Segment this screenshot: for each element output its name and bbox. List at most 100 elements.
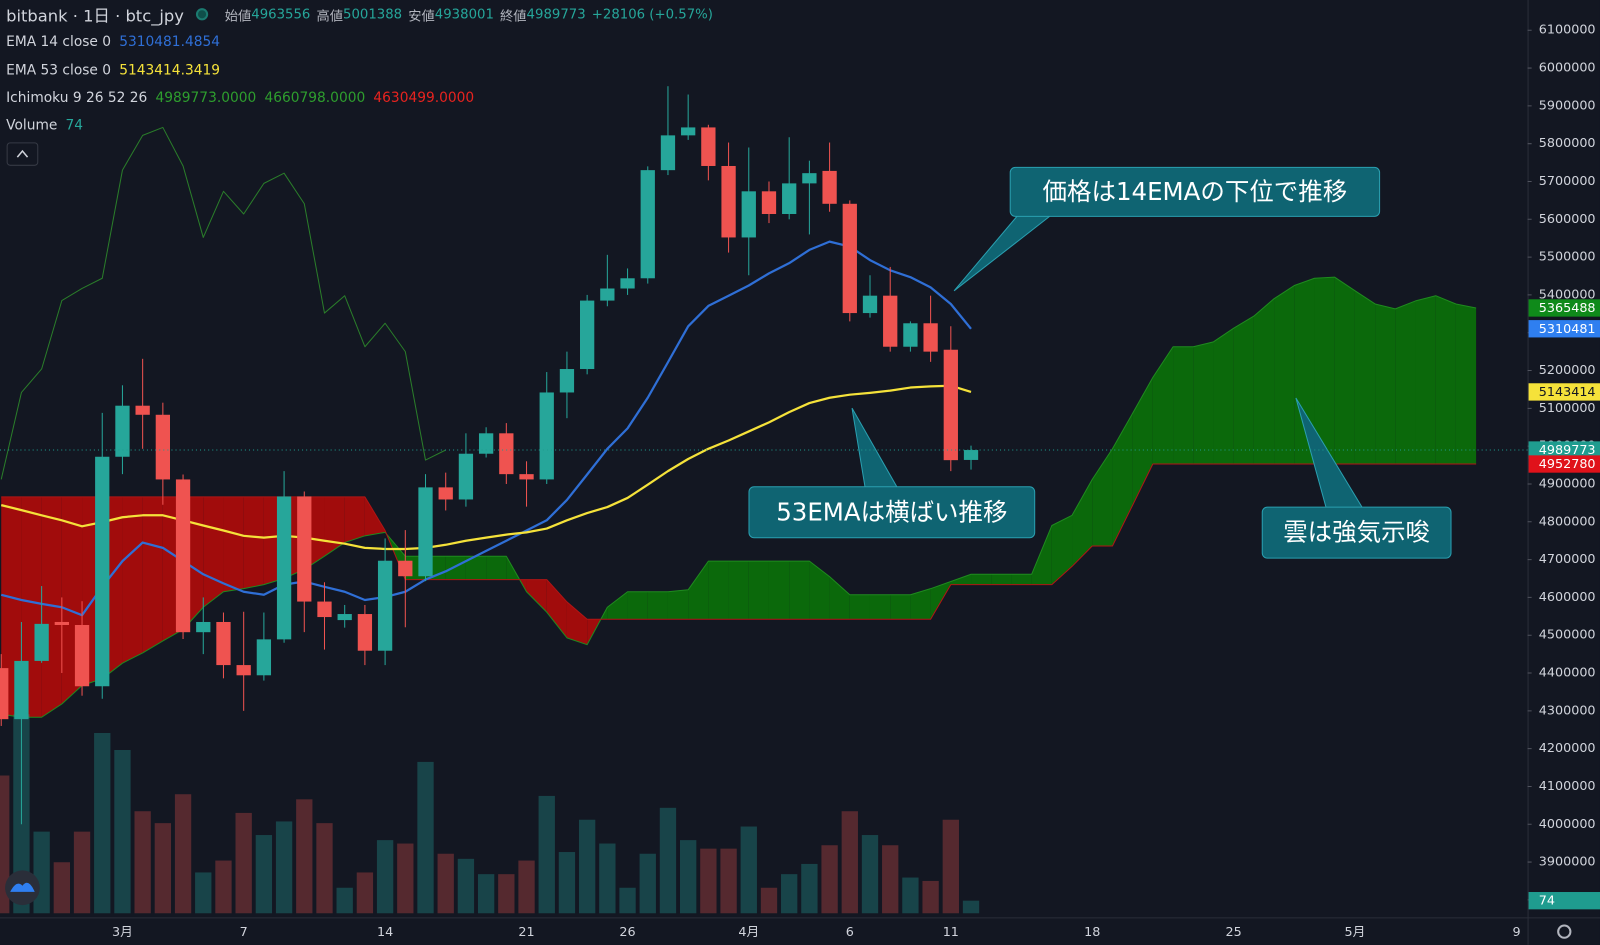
candle-body (14, 660, 29, 720)
price-tag-label: 4989773 (1539, 443, 1596, 458)
cloud-segment (1375, 303, 1396, 465)
cloud-segment (1354, 290, 1376, 465)
candle-body (337, 614, 352, 621)
ema-line (0, 384, 972, 551)
x-tick-label: 4月 (738, 925, 759, 940)
candle-body (418, 487, 433, 577)
candle-body (54, 621, 69, 626)
cloud-segment (950, 574, 972, 585)
symbol-title: bitbank · 1日 · btc_jpy (6, 6, 184, 26)
ohlc-label: 安値 (408, 8, 435, 24)
cloud-segment (1011, 574, 1032, 585)
cloud-segment (667, 589, 689, 620)
cloud-segment (829, 576, 850, 620)
volume-bar (296, 799, 313, 914)
candle-body (115, 405, 130, 457)
settings-icon[interactable] (1557, 924, 1572, 939)
cloud-segment (607, 591, 628, 620)
legend-value: 4989773.0000 (155, 89, 257, 107)
volume-bar (861, 835, 879, 914)
volume-bar (417, 761, 434, 914)
volume-bar (659, 807, 677, 914)
candle-body (458, 453, 474, 500)
candle-body (660, 135, 676, 171)
y-tick-label: 6100000 (1539, 23, 1596, 38)
candle-body (721, 165, 736, 238)
volume-bar (720, 848, 737, 914)
candle-body (761, 191, 777, 215)
cloud-segment (890, 594, 911, 620)
axis-layer: 3800000390000040000004100000420000043000… (0, 23, 1600, 940)
x-tick-label: 18 (1084, 925, 1100, 940)
cloud-segment (708, 561, 729, 620)
candle-body (640, 170, 655, 279)
y-tick-label: 4700000 (1539, 552, 1596, 567)
volume-bar (376, 840, 394, 914)
volume-bar (316, 823, 333, 914)
callout-text: 価格は14EMAの下位で推移 (1043, 177, 1348, 206)
cloud-segment (1051, 515, 1073, 585)
cloud-segment (1233, 316, 1254, 465)
legend-value: 74 (65, 117, 84, 134)
candle-body (681, 127, 696, 136)
y-tick-label: 3900000 (1539, 855, 1596, 870)
price-tag-label: 5143414 (1539, 385, 1596, 400)
legend-name: Ichimoku 9 26 52 26 (6, 89, 148, 107)
cloud-segment (1314, 277, 1335, 465)
x-tick-label: 9 (1512, 925, 1520, 940)
cloud-segment (1193, 341, 1214, 465)
y-tick-label: 5600000 (1539, 212, 1596, 227)
volume-bar (336, 887, 353, 914)
volume-bar (821, 845, 838, 914)
cloud-segment (1435, 295, 1456, 465)
header: bitbank · 1日 · btc_jpy 始値 4963556 高値 500138… (6, 2, 713, 26)
volume-bar (538, 795, 555, 914)
ohlc-label: 終値 (500, 8, 527, 24)
volume-bar (235, 812, 252, 914)
candle-body (802, 173, 817, 184)
cloud-segment (768, 561, 790, 620)
volume-bar (33, 831, 50, 914)
volume-bar (558, 852, 576, 914)
candle-body (175, 479, 191, 633)
volume-bar (73, 831, 91, 914)
volume-layer (0, 714, 980, 914)
y-tick-label: 6000000 (1539, 61, 1596, 76)
volume-bar (922, 880, 939, 914)
cloud-segment (647, 591, 668, 620)
x-tick-label: 6 (846, 925, 854, 940)
cloud-segment (142, 496, 163, 653)
collapse-button[interactable] (6, 142, 39, 166)
cloud-segment (971, 574, 992, 585)
volume-bar (134, 811, 151, 914)
candle-body (782, 183, 797, 215)
y-tick-label: 4800000 (1539, 514, 1596, 529)
volume-bar (477, 874, 495, 914)
volume-bar (599, 843, 616, 914)
cloud-segment (364, 496, 386, 536)
candle-body (236, 665, 251, 676)
y-tick-label: 5400000 (1539, 287, 1596, 302)
volume-bar (498, 874, 515, 914)
price-tag (1528, 299, 1600, 317)
volume-bar (801, 863, 818, 914)
x-tick-label: 25 (1226, 925, 1242, 940)
price-tag (1528, 892, 1600, 910)
x-tick-label: 3月 (112, 925, 133, 940)
cloud-segment (728, 561, 749, 620)
price-tag-label: 74 (1539, 894, 1555, 909)
ohlc-value: 4989773 (526, 6, 586, 22)
volume-bar (53, 862, 70, 914)
cloud-segment (223, 496, 244, 592)
x-tick-label: 21 (518, 925, 534, 940)
candle-body (620, 278, 635, 289)
cloud-segment (344, 496, 365, 543)
volume-bar (942, 819, 959, 914)
y-tick-label: 5900000 (1539, 98, 1596, 113)
candle-body (701, 127, 716, 166)
logo-icon (10, 882, 35, 892)
ohlc-value: 5001388 (343, 6, 403, 22)
